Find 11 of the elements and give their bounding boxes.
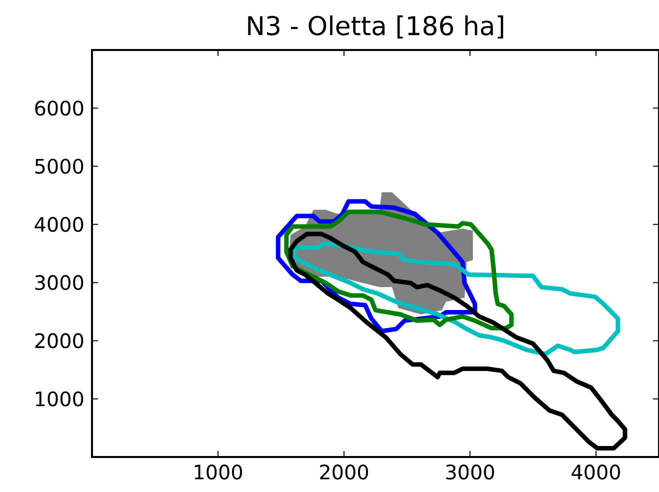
- y-tick-label: 1000: [36, 391, 84, 406]
- y-tick-label: 2000: [35, 333, 84, 348]
- x-tick-label: 2000: [320, 464, 368, 480]
- x-tick-label: 4000: [572, 464, 620, 480]
- y-tick-label: 4000: [34, 216, 84, 232]
- y-tick-label: 6000: [35, 100, 84, 116]
- x-tick-label: 1000: [194, 464, 242, 480]
- x-tick-label: 3000: [446, 464, 494, 480]
- y-tick-label: 5000: [35, 158, 84, 174]
- y-tick-label: 3000: [35, 275, 84, 290]
- chart-title: N3 - Oletta [186 ha]: [248, 15, 504, 39]
